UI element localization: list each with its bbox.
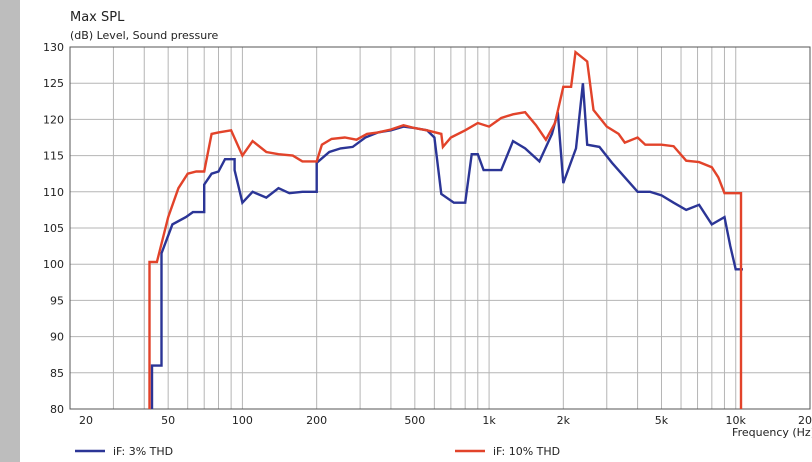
plot-area-border: [69, 46, 811, 410]
series-line-3pct-thd: [150, 83, 743, 409]
chart-panel: Max SPL (dB) Level, Sound pressure 80 85 9…: [20, 0, 812, 462]
y-tick-label: 100: [43, 258, 64, 271]
x-tick-label: 5k: [655, 414, 669, 427]
y-tick-label: 110: [43, 186, 64, 199]
x-tick-label: 50: [161, 414, 175, 427]
y-tick-label: 125: [43, 77, 64, 90]
x-tick-label: 20: [79, 414, 93, 427]
y-tick-label: 115: [43, 150, 64, 163]
x-tick-label: 200: [306, 414, 327, 427]
legend-label: iF: 10% THD: [493, 445, 560, 458]
max-spl-chart: Max SPL (dB) Level, Sound pressure 80 85 9…: [20, 0, 812, 462]
x-axis-label: Frequency (Hz): [732, 426, 812, 439]
y-axis-label: (dB) Level, Sound pressure: [70, 29, 219, 42]
x-tick-label: 20: [798, 414, 812, 427]
series-line-10pct-thd: [148, 49, 743, 409]
y-tick-label: 85: [50, 367, 64, 380]
y-tick-label: 90: [50, 331, 64, 344]
x-tick-label: 100: [232, 414, 253, 427]
y-tick-label: 120: [43, 113, 64, 126]
chart-title: Max SPL: [70, 10, 125, 25]
x-ticks: 20 50 100 200 500 1k 2k 5k 10k 20: [79, 414, 812, 427]
y-tick-label: 95: [50, 294, 64, 307]
y-tick-label: 105: [43, 222, 64, 235]
x-tick-label: 500: [404, 414, 425, 427]
y-tick-label: 130: [43, 41, 64, 54]
y-ticks: 80 85 90 95 100 105 110 115 120 125 130: [43, 41, 64, 416]
x-tick-label: 10k: [726, 414, 747, 427]
legend: iF: 3% THD iF: 10% THD: [75, 445, 560, 458]
legend-label: iF: 3% THD: [113, 445, 173, 458]
grid: [70, 47, 810, 409]
series-lines: [148, 49, 743, 409]
x-tick-label: 2k: [557, 414, 571, 427]
x-tick-label: 1k: [482, 414, 496, 427]
y-tick-label: 80: [50, 403, 64, 416]
